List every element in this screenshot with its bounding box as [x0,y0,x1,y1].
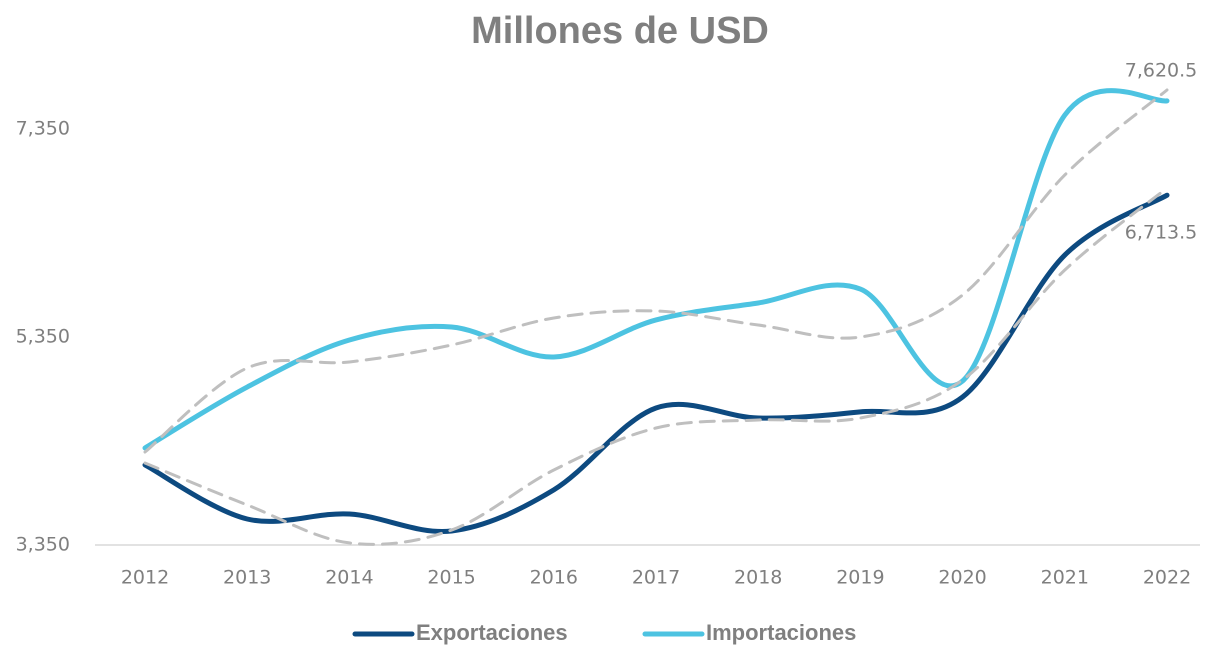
legend-label: Exportaciones [416,620,568,645]
series-line [142,192,1170,535]
x-tick-label: 2020 [938,567,986,589]
data-label: 7,620.5 [1125,59,1198,81]
x-tick-label: 2015 [427,567,475,589]
x-tick-label: 2017 [632,567,680,589]
data-label: 6,713.5 [1125,222,1198,244]
y-tick-label: 3,350 [16,534,70,556]
x-tick-label: 2019 [836,567,884,589]
y-tick-label: 5,350 [16,326,70,348]
chart-title: Millones de USD [471,10,769,52]
x-tick-label: 2018 [734,567,782,589]
x-tick-label: 2016 [530,567,578,589]
legend-label: Importaciones [706,620,856,645]
series-line [142,88,1170,451]
x-tick-label: 2012 [121,567,169,589]
x-tick-label: 2022 [1143,567,1191,589]
y-tick-label: 7,350 [16,118,70,140]
trendline [143,186,1169,546]
x-tick-label: 2021 [1041,567,1089,589]
x-tick-label: 2013 [223,567,271,589]
x-tick-label: 2014 [325,567,373,589]
trendline [143,88,1169,454]
